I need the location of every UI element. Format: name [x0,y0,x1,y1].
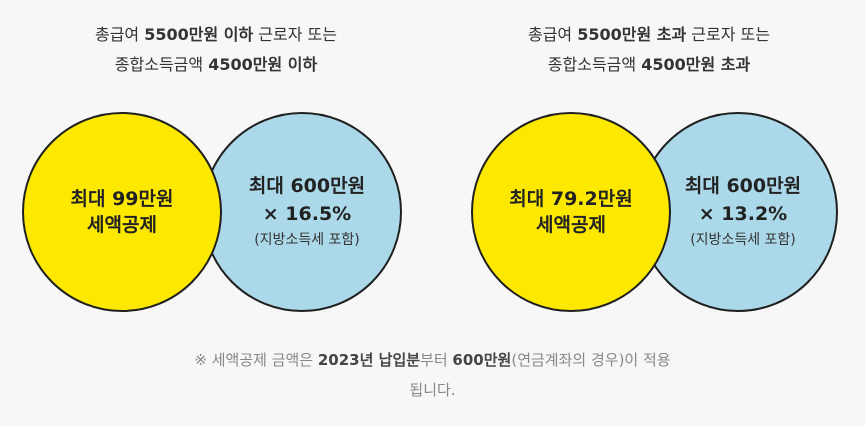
rate-note: (지방소득세 포함) [254,232,360,248]
text: 근로자 또는 [253,25,337,44]
income-threshold: 5500만원 이하 [144,25,254,44]
rate-circle: 최대 600만원 × 13.2% (지방소득세 포함) [638,112,838,312]
text: 종합소득금액 [547,55,642,74]
text: 근로자 또는 [686,25,770,44]
text: ※ 세액공제 금액은 [194,351,318,369]
footnote-line-1: ※ 세액공제 금액은 2023년 납입분부터 600만원(연금계좌의 경우)이 … [0,345,865,375]
rate-label: × 16.5% [262,203,352,225]
condition-header: 총급여 5500만원 이하 근로자 또는 종합소득금액 4500만원 이하 [0,20,432,80]
rate-circle: 최대 600만원 × 16.5% (지방소득세 포함) [202,112,402,312]
max-deduction-label: 최대 79.2만원 [509,188,633,210]
income-threshold: 5500만원 초과 [577,25,687,44]
footnote: ※ 세액공제 금액은 2023년 납입분부터 600만원(연금계좌의 경우)이 … [0,345,865,405]
condition-line-2: 종합소득금액 4500만원 초과 [433,50,865,80]
text: 종합소득금액 [114,55,209,74]
deduction-label: 세액공제 [536,214,606,236]
highlight: 600만원 [452,351,512,369]
panel-high-income: 총급여 5500만원 초과 근로자 또는 종합소득금액 4500만원 초과 최대… [433,0,865,330]
condition-line-1: 총급여 5500만원 초과 근로자 또는 [433,20,865,50]
condition-line-2: 종합소득금액 4500만원 이하 [0,50,432,80]
rate-label: × 13.2% [698,203,788,225]
deduction-label: 세액공제 [87,214,157,236]
highlight: 2023년 납입분 [317,351,421,369]
max-deduction-label: 최대 99만원 [70,188,174,210]
income-threshold: 4500만원 초과 [641,55,751,74]
condition-header: 총급여 5500만원 초과 근로자 또는 종합소득금액 4500만원 초과 [433,20,865,80]
max-amount-label: 최대 600만원 [684,175,802,197]
deduction-circle: 최대 79.2만원 세액공제 [471,112,671,312]
text: 총급여 [527,25,578,44]
condition-line-1: 총급여 5500만원 이하 근로자 또는 [0,20,432,50]
text: (연금계좌의 경우)이 적용 [511,351,671,369]
text: 총급여 [94,25,145,44]
max-amount-label: 최대 600만원 [248,175,366,197]
deduction-circle: 최대 99만원 세액공제 [22,112,222,312]
rate-note: (지방소득세 포함) [690,232,796,248]
panel-low-income: 총급여 5500만원 이하 근로자 또는 종합소득금액 4500만원 이하 최대… [0,0,432,330]
footnote-line-2: 됩니다. [0,375,865,405]
text: 됩니다. [409,381,456,399]
text: 부터 [420,351,453,369]
income-threshold: 4500만원 이하 [208,55,318,74]
